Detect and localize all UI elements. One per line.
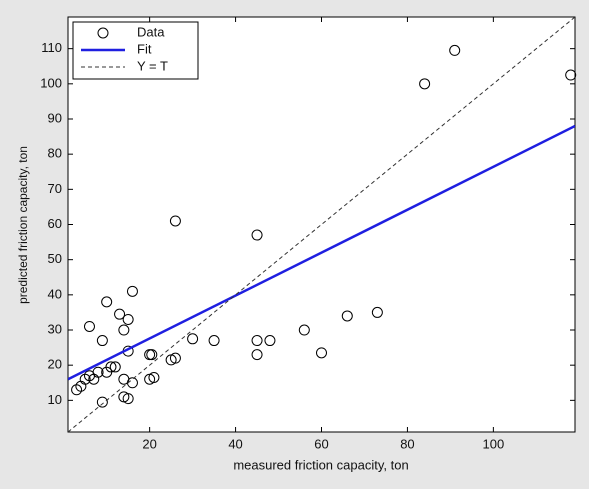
data-point bbox=[118, 324, 130, 336]
x-tick-label: 20 bbox=[142, 436, 156, 451]
data-point bbox=[449, 44, 461, 56]
x-tick-label: 40 bbox=[228, 436, 242, 451]
data-point bbox=[92, 366, 104, 378]
y-tick-label: 110 bbox=[41, 40, 62, 55]
data-point bbox=[101, 296, 113, 308]
data-point bbox=[114, 308, 126, 320]
y-tick-label: 70 bbox=[48, 181, 62, 196]
data-point bbox=[122, 313, 134, 325]
y-tick-label: 50 bbox=[48, 251, 62, 266]
data-point bbox=[341, 310, 353, 322]
data-point bbox=[251, 349, 263, 361]
data-point bbox=[419, 78, 431, 90]
data-point bbox=[126, 285, 138, 297]
data-point bbox=[371, 306, 383, 318]
y-tick-label: 90 bbox=[48, 110, 62, 125]
fit-line bbox=[68, 124, 575, 381]
legend-label: Y = T bbox=[137, 58, 168, 73]
x-tick-label: 60 bbox=[314, 436, 328, 451]
y-tick-label: 40 bbox=[48, 286, 62, 301]
data-point bbox=[251, 335, 263, 347]
data-point bbox=[316, 347, 327, 359]
y-tick-label: 10 bbox=[48, 392, 62, 407]
y-tick-label: 20 bbox=[48, 357, 62, 372]
x-tick-label: 100 bbox=[483, 436, 505, 451]
y-tick-label: 60 bbox=[48, 216, 62, 231]
data-point bbox=[251, 229, 263, 241]
data-point bbox=[565, 69, 577, 81]
y-tick-label: 30 bbox=[48, 321, 62, 336]
data-point bbox=[109, 361, 121, 373]
y-tick-label: 80 bbox=[48, 146, 62, 161]
data-point bbox=[146, 349, 158, 361]
y-axis-label: predicted friction capacity, ton bbox=[16, 146, 30, 304]
data-point bbox=[122, 393, 134, 405]
data-point bbox=[187, 333, 199, 345]
y-tick-label: 100 bbox=[40, 75, 62, 90]
data-point bbox=[264, 335, 276, 347]
legend-marker bbox=[97, 27, 109, 39]
x-axis-label: measured friction capacity, ton bbox=[233, 457, 408, 472]
data-point bbox=[105, 361, 117, 373]
data-point bbox=[169, 215, 181, 227]
data-point bbox=[148, 371, 160, 383]
data-point bbox=[96, 396, 108, 408]
legend-label: Fit bbox=[137, 41, 152, 56]
data-point bbox=[96, 335, 108, 347]
data-point bbox=[83, 320, 95, 332]
legend-label: Data bbox=[137, 24, 165, 39]
plot-area bbox=[67, 16, 576, 433]
data-point bbox=[298, 324, 310, 336]
data-point bbox=[169, 352, 181, 364]
x-tick-label: 80 bbox=[400, 436, 414, 451]
data-point bbox=[208, 335, 220, 347]
